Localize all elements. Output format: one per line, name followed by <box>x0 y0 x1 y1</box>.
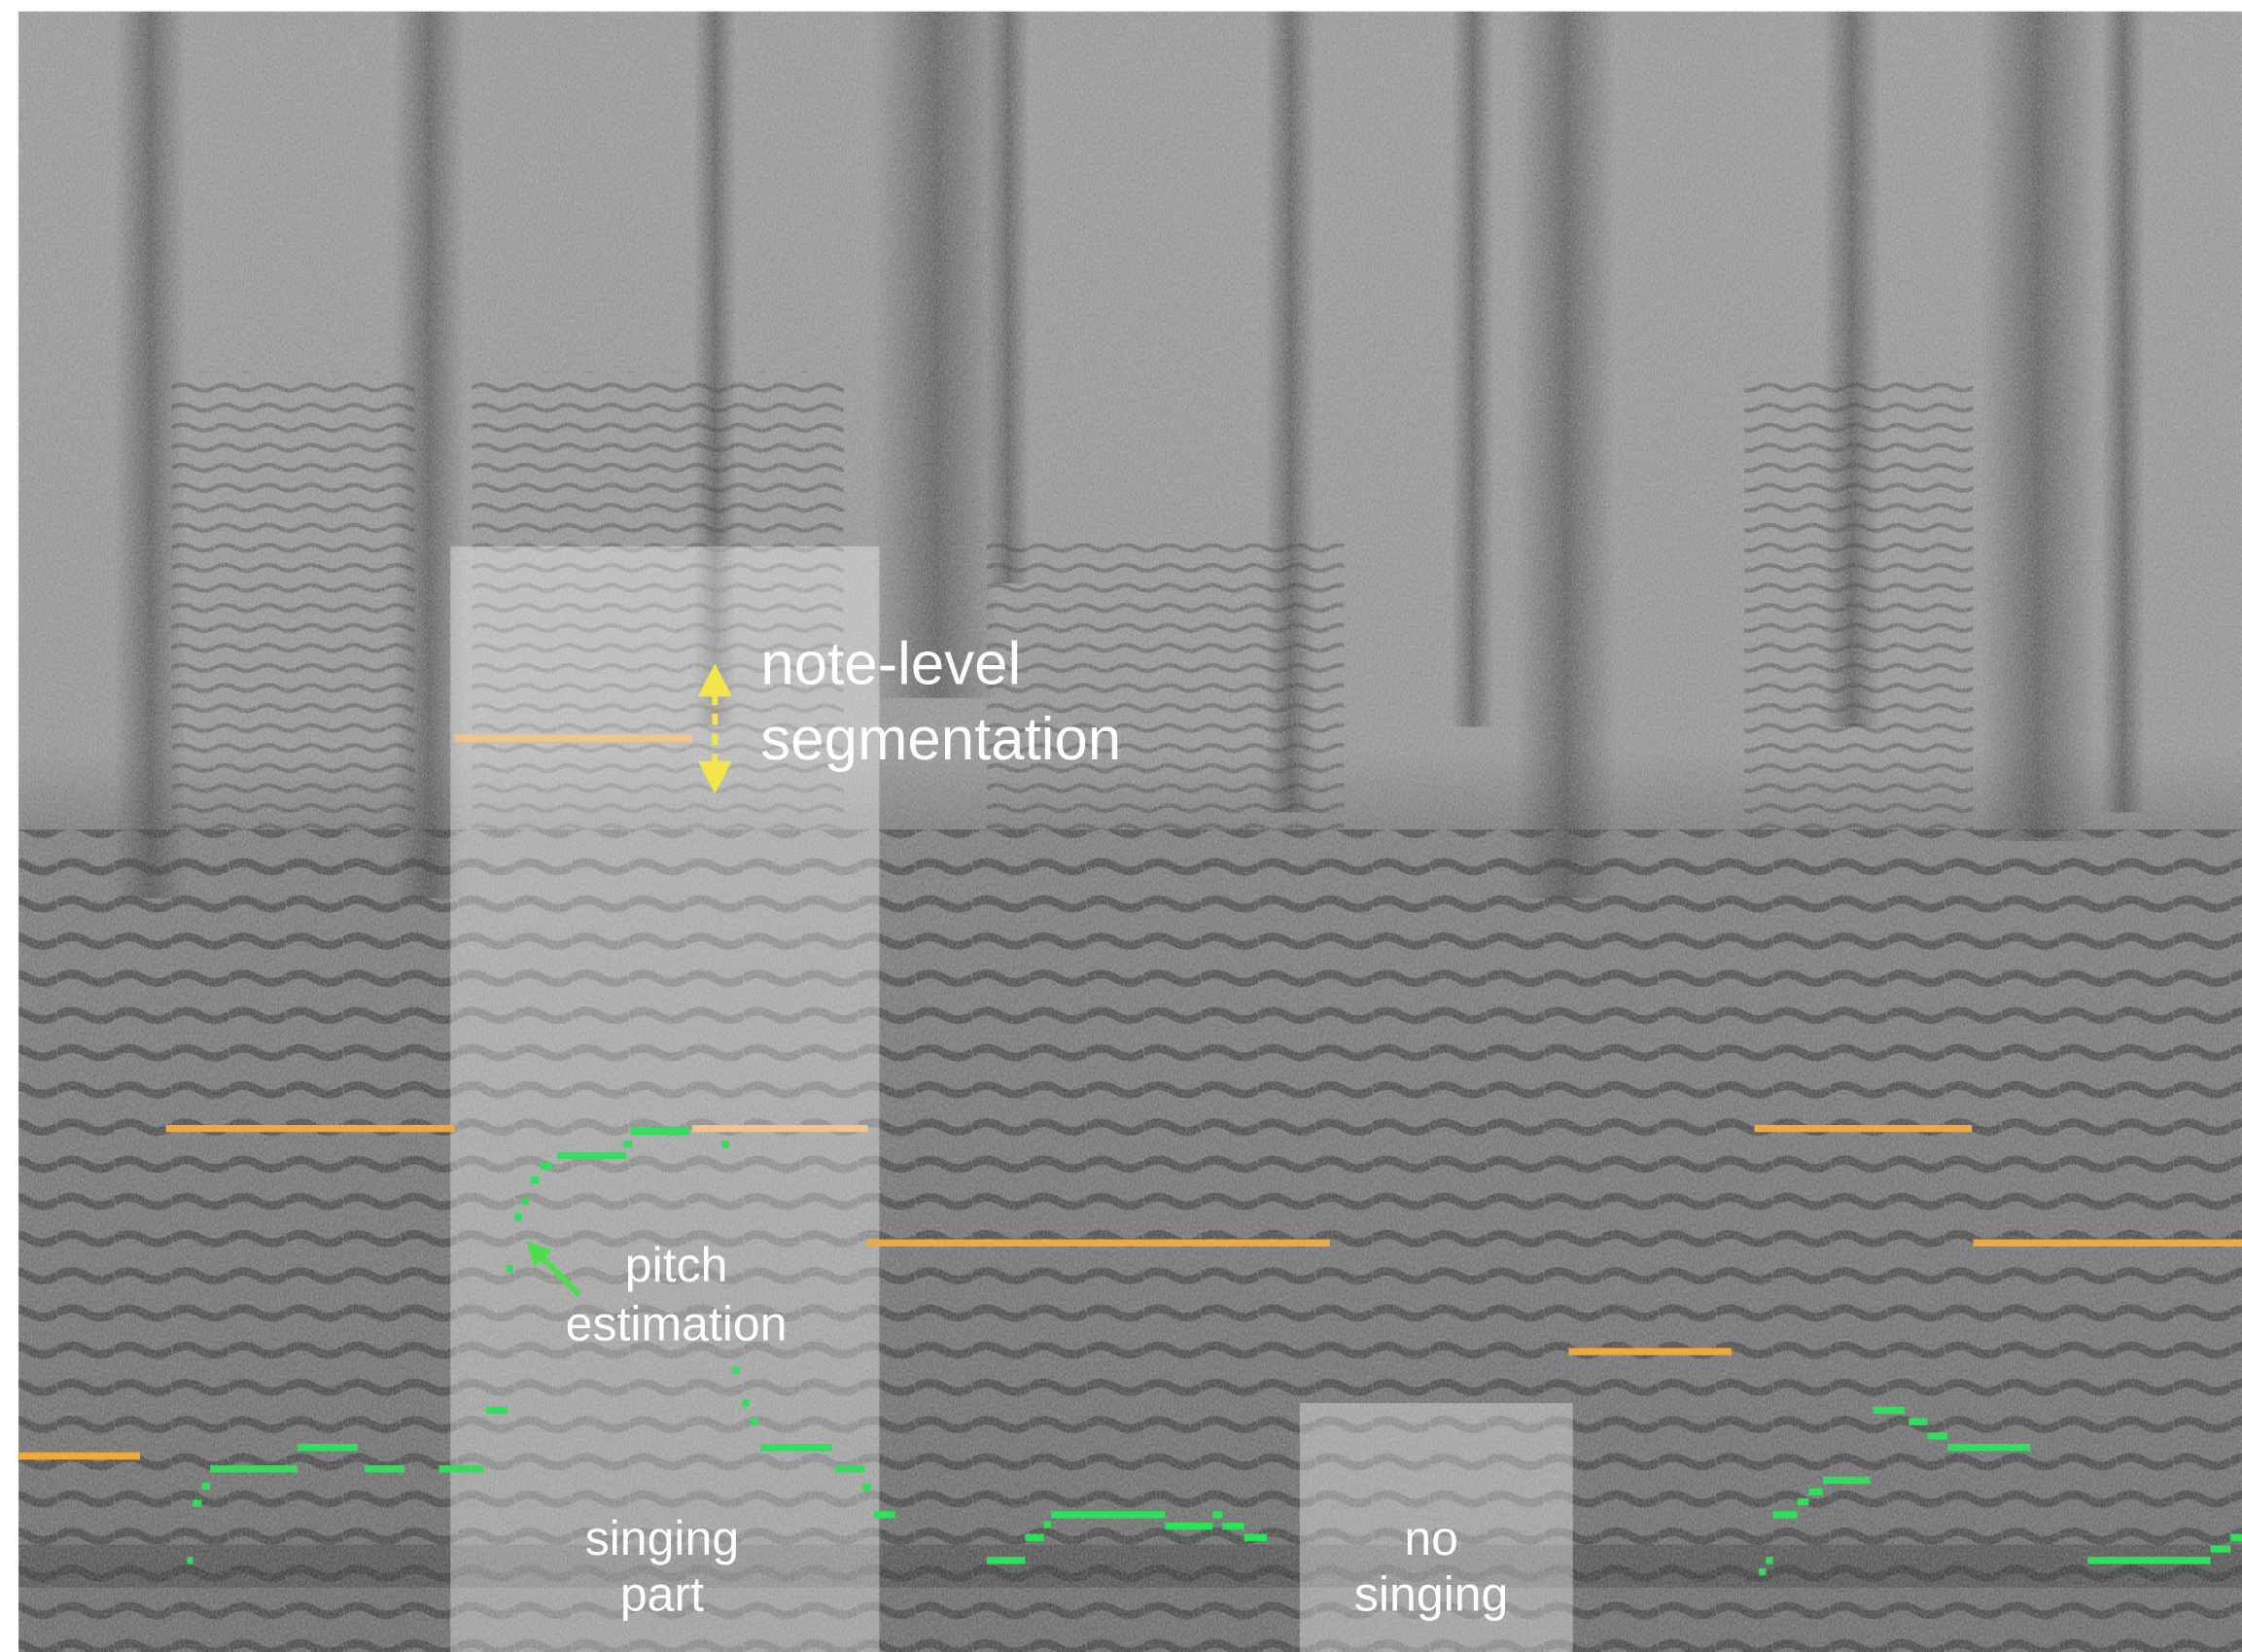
segmentation-label: note-level <box>760 630 1021 697</box>
singing-part-label: part <box>620 1566 704 1621</box>
pitch-label: pitch <box>625 1238 728 1292</box>
no-singing-label: no <box>1404 1511 1458 1565</box>
page: note-level segmentation pitch estimation… <box>0 0 2242 1652</box>
no-singing-label: singing <box>1354 1566 1508 1621</box>
pitch-label: estimation <box>566 1296 788 1351</box>
spectrogram <box>18 12 2242 1652</box>
figure: note-level segmentation pitch estimation… <box>0 0 2242 1652</box>
singing-part-label: singing <box>585 1511 739 1565</box>
segmentation-label: segmentation <box>760 706 1121 773</box>
